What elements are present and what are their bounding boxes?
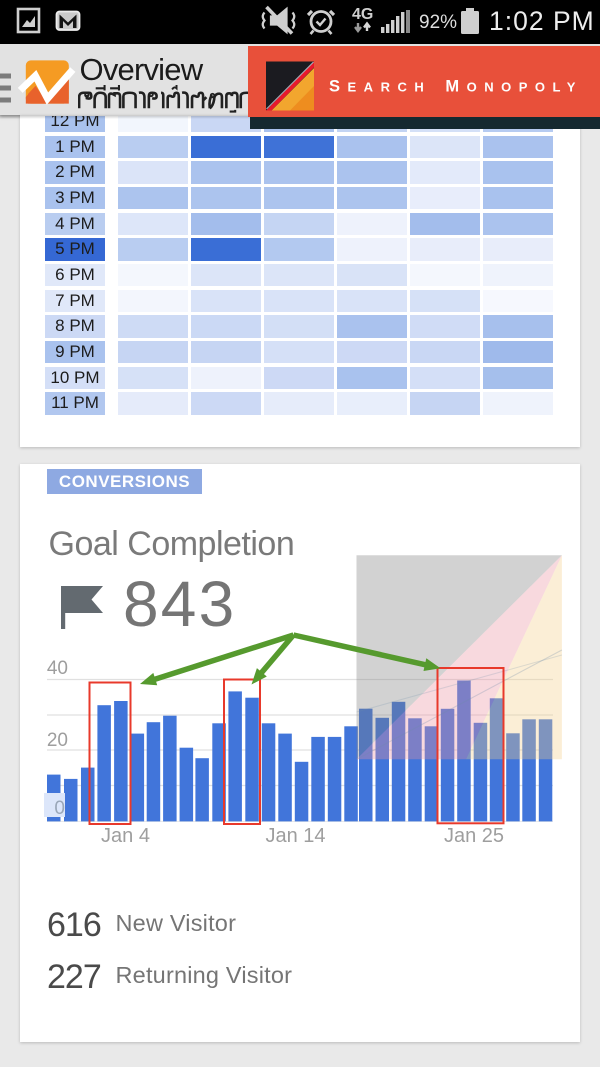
svg-text:4G: 4G: [352, 6, 373, 23]
svg-text:1:02 PM: 1:02 PM: [489, 6, 595, 36]
svg-text:Jan 14: Jan 14: [265, 825, 325, 847]
svg-text:SEARCH MONOPOLY: SEARCH MONOPOLY: [329, 78, 583, 96]
svg-text:0: 0: [54, 798, 65, 819]
svg-text:40: 40: [47, 658, 68, 679]
svg-text:Jan 25: Jan 25: [444, 825, 504, 847]
svg-text:20: 20: [47, 730, 68, 751]
svg-text:92%: 92%: [419, 12, 457, 33]
svg-text:Jan 4: Jan 4: [101, 825, 150, 847]
